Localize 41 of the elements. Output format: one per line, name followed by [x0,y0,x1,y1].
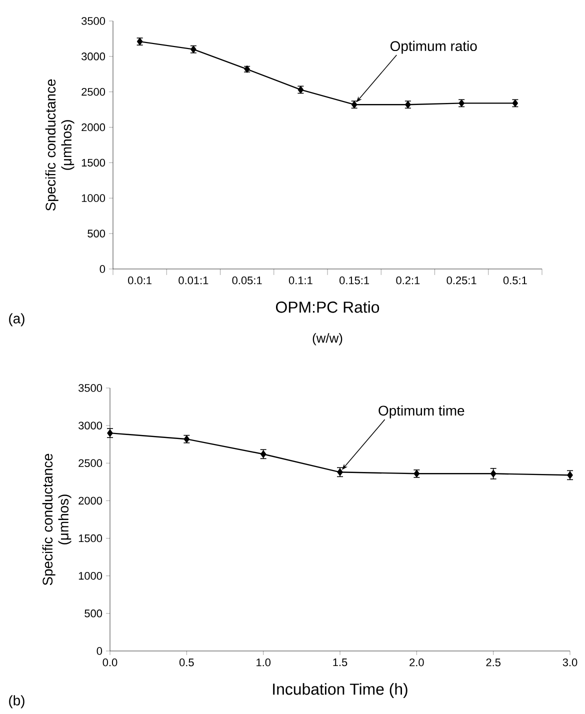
text: (a) [9,313,24,326]
y-tick-label: 500 [88,230,106,238]
y-tick-label: 0 [100,265,106,273]
y-tick-label: 3000 [78,422,102,430]
x-tick-label: 0.25:1 [446,276,476,284]
y-tick-label: 1500 [82,158,106,167]
y-tick-label: 3500 [78,384,102,392]
x-tick-label: 1.5 [333,658,348,666]
x-tick-label: 0.0:1 [128,276,152,284]
text: (w/w) [312,333,342,346]
x-tick-label: 0.01:1 [178,276,208,284]
x-axis-title: Incubation Time (h) [273,683,408,698]
x-tick-label: 0.15:1 [339,276,370,284]
x-tick-label: 2.0 [410,658,424,666]
x-tick-label: 2.5 [486,658,500,666]
annotation: Optimum ratio [390,40,477,54]
x-tick-label: 0.05:1 [232,276,262,284]
y-tick-label: 2000 [82,123,106,132]
x-axis-title: OPM:PC Ratio [276,301,380,313]
y-tick-label: 0 [96,647,102,655]
x-tick-label: 0.5 [179,658,194,666]
y-tick-label: 2500 [78,459,102,468]
y-tick-label: 3500 [82,17,106,25]
y-axis-title: Specific conductance (μmhos) [42,454,72,586]
y-tick-label: 3000 [82,52,106,60]
x-tick-label: 1.0 [256,658,271,666]
y-tick-label: 500 [84,610,102,618]
x-tick-label: 0.1:1 [288,276,312,284]
point [490,470,496,478]
annotation: Optimum time [378,405,464,418]
x-tick-label: 0.2:1 [396,276,420,284]
y-axis-title: Specific conductance (μmhos) [45,79,74,211]
x-tick-label: 3.0 [562,658,578,666]
x-tick-label: 0.5:1 [503,276,527,284]
y-tick-label: 1000 [78,572,102,580]
y-tick-label: 2500 [82,88,106,96]
x-tick-label: 0.0 [102,658,118,666]
y-tick-label: 1000 [82,194,106,202]
y-tick-label: 2000 [78,496,102,505]
y-tick-label: 1500 [78,534,102,542]
text: (b) [9,695,24,708]
